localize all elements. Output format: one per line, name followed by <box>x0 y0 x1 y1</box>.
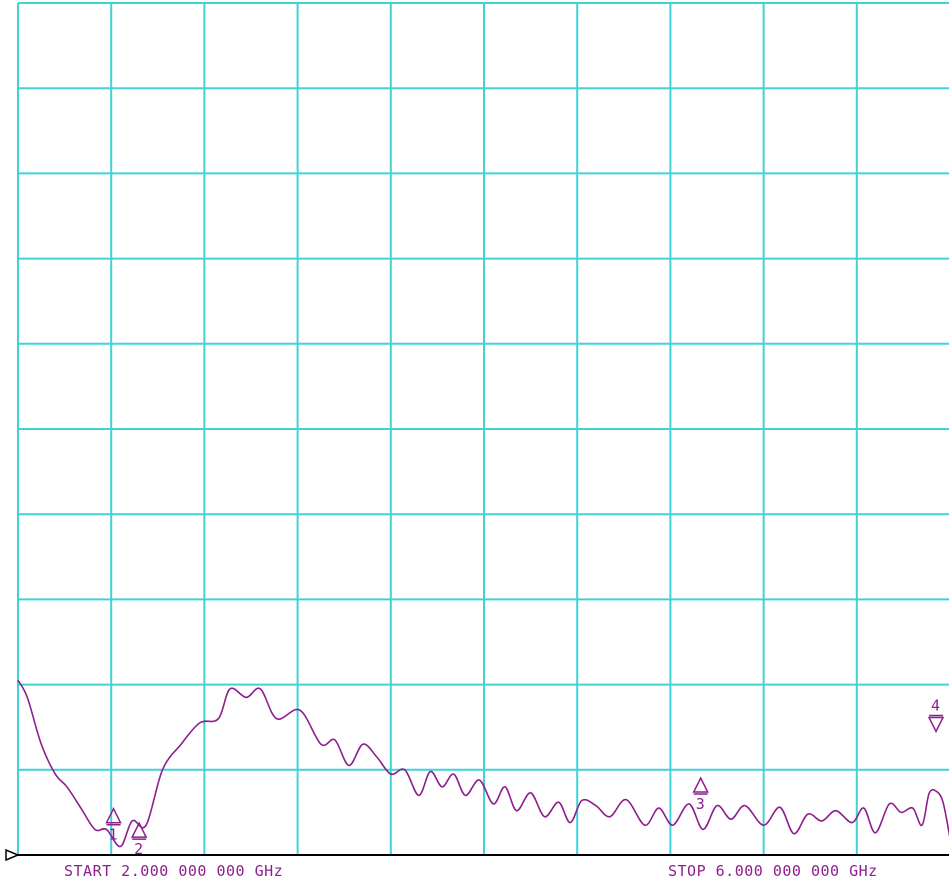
marker-2-label: 2 <box>134 840 143 858</box>
marker-3-triangle-icon <box>692 776 709 795</box>
marker-4-label: 4 <box>931 696 940 714</box>
marker-4-triangle-icon <box>927 714 945 734</box>
measurement-trace <box>17 679 949 848</box>
marker-3-label: 3 <box>696 795 705 813</box>
marker-group: 12 3 4 <box>105 696 945 858</box>
marker-1-label: 1 <box>109 826 118 844</box>
plot-grid <box>17 2 949 855</box>
marker-1-triangle-icon <box>105 807 122 826</box>
start-frequency-label: START 2.000 000 000 GHz <box>64 862 283 880</box>
marker-2-triangle-icon <box>130 821 148 840</box>
stop-frequency-label: STOP 6.000 000 000 GHz <box>668 862 878 880</box>
reference-level-arrow-icon <box>5 848 20 862</box>
